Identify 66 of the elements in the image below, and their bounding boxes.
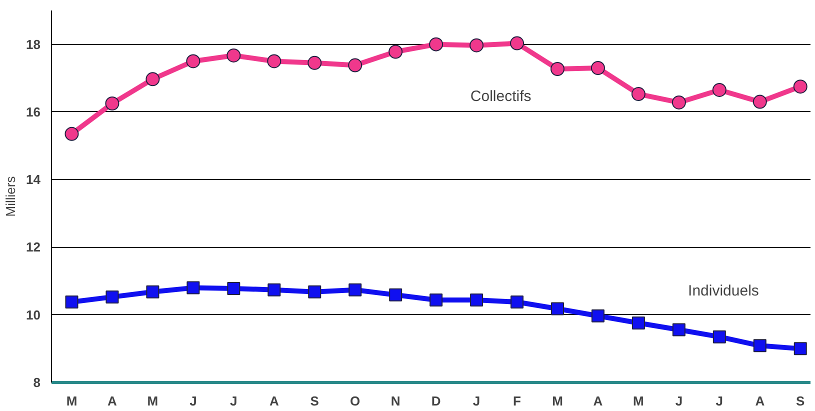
x-tick-label: N <box>390 394 400 408</box>
point <box>388 44 403 59</box>
point <box>106 290 119 304</box>
point <box>794 342 807 356</box>
point <box>470 38 484 52</box>
x-tick-label: F <box>513 394 522 408</box>
point <box>348 283 362 296</box>
point <box>712 330 726 344</box>
point <box>712 82 726 97</box>
point <box>550 62 564 76</box>
y-tick-label: 12 <box>26 240 41 255</box>
x-tick-label: J <box>716 394 724 408</box>
point <box>672 323 686 336</box>
y-tick-label: 10 <box>26 307 41 322</box>
x-tick-label: O <box>350 394 360 408</box>
x-tick-label: J <box>190 394 197 408</box>
series-label: Collectifs <box>470 88 532 106</box>
x-tick-label: D <box>431 394 441 408</box>
x-tick-label: M <box>633 394 644 408</box>
point <box>631 87 646 102</box>
x-tick-label: M <box>147 394 158 408</box>
y-tick-label: 18 <box>26 36 41 52</box>
x-tick-label: A <box>755 394 766 408</box>
point <box>65 296 78 309</box>
point <box>348 58 362 72</box>
point <box>510 36 524 50</box>
point <box>308 285 322 298</box>
series-label: Individuels <box>688 282 759 300</box>
y-tick-label: 8 <box>33 375 41 390</box>
point <box>64 126 79 141</box>
point <box>752 94 767 109</box>
x-tick-label: J <box>472 394 480 408</box>
point <box>186 281 200 294</box>
point <box>146 72 160 86</box>
point <box>146 285 160 298</box>
point <box>429 37 444 52</box>
x-tick-label: S <box>310 394 320 408</box>
point <box>227 282 240 295</box>
point <box>470 293 484 306</box>
point <box>672 96 686 110</box>
x-tick-label: J <box>675 394 683 408</box>
point <box>591 309 604 322</box>
x-tick-label: A <box>108 394 118 408</box>
point <box>753 339 766 352</box>
point <box>186 54 200 68</box>
point <box>389 288 402 302</box>
y-tick-label: 16 <box>26 104 41 120</box>
y-tick-label: 14 <box>26 172 42 188</box>
x-tick-label: M <box>66 394 78 408</box>
point <box>226 48 241 62</box>
point <box>632 316 645 330</box>
point <box>267 54 282 68</box>
point <box>268 283 281 296</box>
point <box>105 96 120 110</box>
point <box>430 293 443 306</box>
x-tick-label: A <box>269 394 280 408</box>
y-axis-title: Milliers <box>3 176 18 217</box>
x-tick-label: S <box>796 394 806 408</box>
point <box>510 296 524 309</box>
x-tick-label: M <box>552 394 563 408</box>
point <box>308 56 322 70</box>
x-tick-label: A <box>593 394 604 408</box>
point <box>590 61 605 75</box>
x-tick-label: J <box>230 394 238 408</box>
point <box>793 80 808 94</box>
point <box>551 302 564 316</box>
